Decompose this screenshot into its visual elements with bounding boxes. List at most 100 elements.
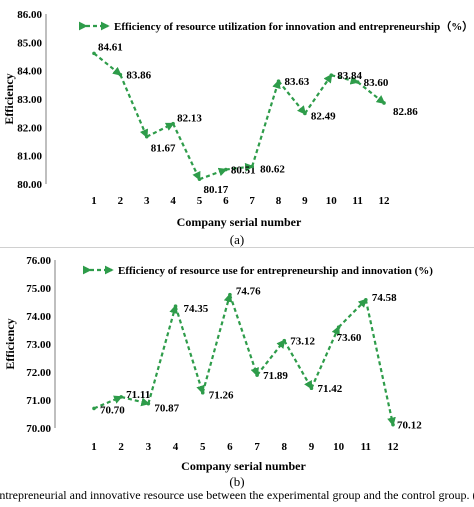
x-tick-label: 8: [276, 195, 282, 207]
data-point: [200, 390, 205, 395]
series-segment: [147, 304, 178, 404]
y-tick-label: 82.00: [17, 122, 42, 134]
chart-panel-b: 70.00 71.00 72.00 73.00 74.00 75.00 76.00 1 2 3 4 5…: [0, 248, 474, 489]
data-label: 80.51: [231, 165, 256, 177]
data-label: 83.84: [337, 70, 362, 82]
data-point: [92, 406, 96, 411]
x-axis-title: Company serial number: [177, 215, 302, 229]
data-point: [309, 386, 314, 391]
series-segment: [225, 162, 254, 172]
x-tick-label: 4: [170, 195, 176, 207]
y-tick-label: 80.00: [17, 179, 42, 191]
series-segment: [228, 294, 260, 377]
data-point: [173, 304, 178, 308]
data-label: 70.12: [397, 420, 422, 432]
figure-caption: entrepreneurial and innovative resource …: [0, 488, 474, 502]
data-label: 70.87: [154, 403, 179, 415]
x-axis-title: Company serial number: [181, 459, 306, 473]
data-point: [355, 80, 360, 84]
y-tick-label: 70.00: [26, 423, 51, 435]
data-point: [382, 101, 386, 105]
x-tick-label: 2: [118, 441, 124, 453]
data-label: 73.12: [290, 336, 315, 348]
series-segment: [256, 339, 286, 376]
series-segment: [330, 74, 360, 85]
x-tick-label: 3: [144, 195, 150, 207]
x-tick-label: 11: [352, 195, 362, 207]
data-point: [144, 134, 149, 139]
data-point: [171, 121, 175, 126]
y-tick-label: 74.00: [26, 311, 51, 323]
series-segment: [172, 123, 201, 181]
x-tick-label: 11: [361, 441, 371, 453]
data-point: [276, 79, 281, 83]
data-point: [92, 51, 96, 56]
panel-label-a: (a): [229, 232, 245, 247]
data-label: 73.60: [337, 332, 362, 344]
data-point: [224, 167, 228, 172]
series-segment: [93, 52, 122, 76]
x-tick-label: 2: [118, 195, 124, 207]
data-point: [282, 338, 287, 343]
x-tick-label: 5: [197, 195, 203, 207]
data-point: [364, 297, 368, 302]
y-tick-label: 75.00: [26, 283, 51, 295]
y-tick-label: 71.00: [26, 395, 51, 407]
series-segment: [174, 305, 205, 395]
series-segment: [199, 167, 228, 181]
series-segment: [119, 74, 149, 139]
data-label: 80.62: [260, 163, 285, 175]
data-label: 71.89: [263, 370, 288, 382]
data-label: 71.11: [126, 389, 150, 401]
data-point: [391, 422, 395, 427]
data-point: [146, 401, 151, 406]
data-point: [250, 164, 254, 169]
y-tick-label: 81.00: [17, 151, 42, 163]
data-point: [329, 73, 334, 77]
y-tick-label: 84.00: [17, 66, 42, 78]
x-tick-label: 5: [200, 441, 206, 453]
series-segment: [364, 299, 396, 427]
x-tick-label: 7: [249, 195, 255, 207]
data-label: 82.86: [393, 106, 418, 118]
x-tick-label: 7: [254, 441, 260, 453]
data-label: 74.35: [184, 303, 209, 315]
y-axis-title: Efficiency: [2, 73, 16, 124]
series-segment: [310, 325, 340, 389]
x-tick-label: 12: [388, 441, 400, 453]
panel-label-b: (b): [229, 474, 245, 489]
data-point: [303, 111, 307, 116]
y-tick-label: 73.00: [26, 339, 51, 351]
data-label: 83.63: [285, 76, 310, 88]
series-segment: [146, 122, 175, 138]
series-segment: [201, 293, 233, 394]
series-segment: [304, 73, 333, 115]
legend-label: Efficiency of resource utilization for i…: [114, 20, 473, 33]
x-tick-label: 3: [146, 441, 152, 453]
data-label: 71.26: [209, 390, 234, 402]
data-label: 74.58: [372, 292, 397, 304]
x-tick-label: 9: [302, 195, 308, 207]
series-segment: [120, 395, 151, 407]
y-tick-label: 83.00: [17, 94, 42, 106]
data-label: 70.70: [100, 404, 125, 416]
data-point: [119, 395, 123, 399]
legend-label: Efficiency of resource use for entrepren…: [118, 265, 433, 277]
series-segment: [93, 395, 123, 410]
data-label: 83.86: [126, 70, 151, 82]
y-axis-title: Efficiency: [3, 318, 17, 369]
x-tick-label: 4: [173, 441, 179, 453]
y-tick-label: 76.00: [26, 255, 51, 267]
x-tick-label: 9: [309, 441, 315, 453]
data-label: 80.17: [203, 184, 228, 196]
data-label: 83.60: [364, 77, 389, 89]
data-label: 74.76: [236, 286, 261, 298]
data-label: 82.13: [177, 113, 202, 125]
data-point: [228, 292, 232, 297]
series-segment: [283, 340, 313, 390]
data-label: 81.67: [151, 143, 176, 155]
x-tick-label: 1: [91, 195, 97, 207]
panel-divider: [0, 247, 474, 248]
